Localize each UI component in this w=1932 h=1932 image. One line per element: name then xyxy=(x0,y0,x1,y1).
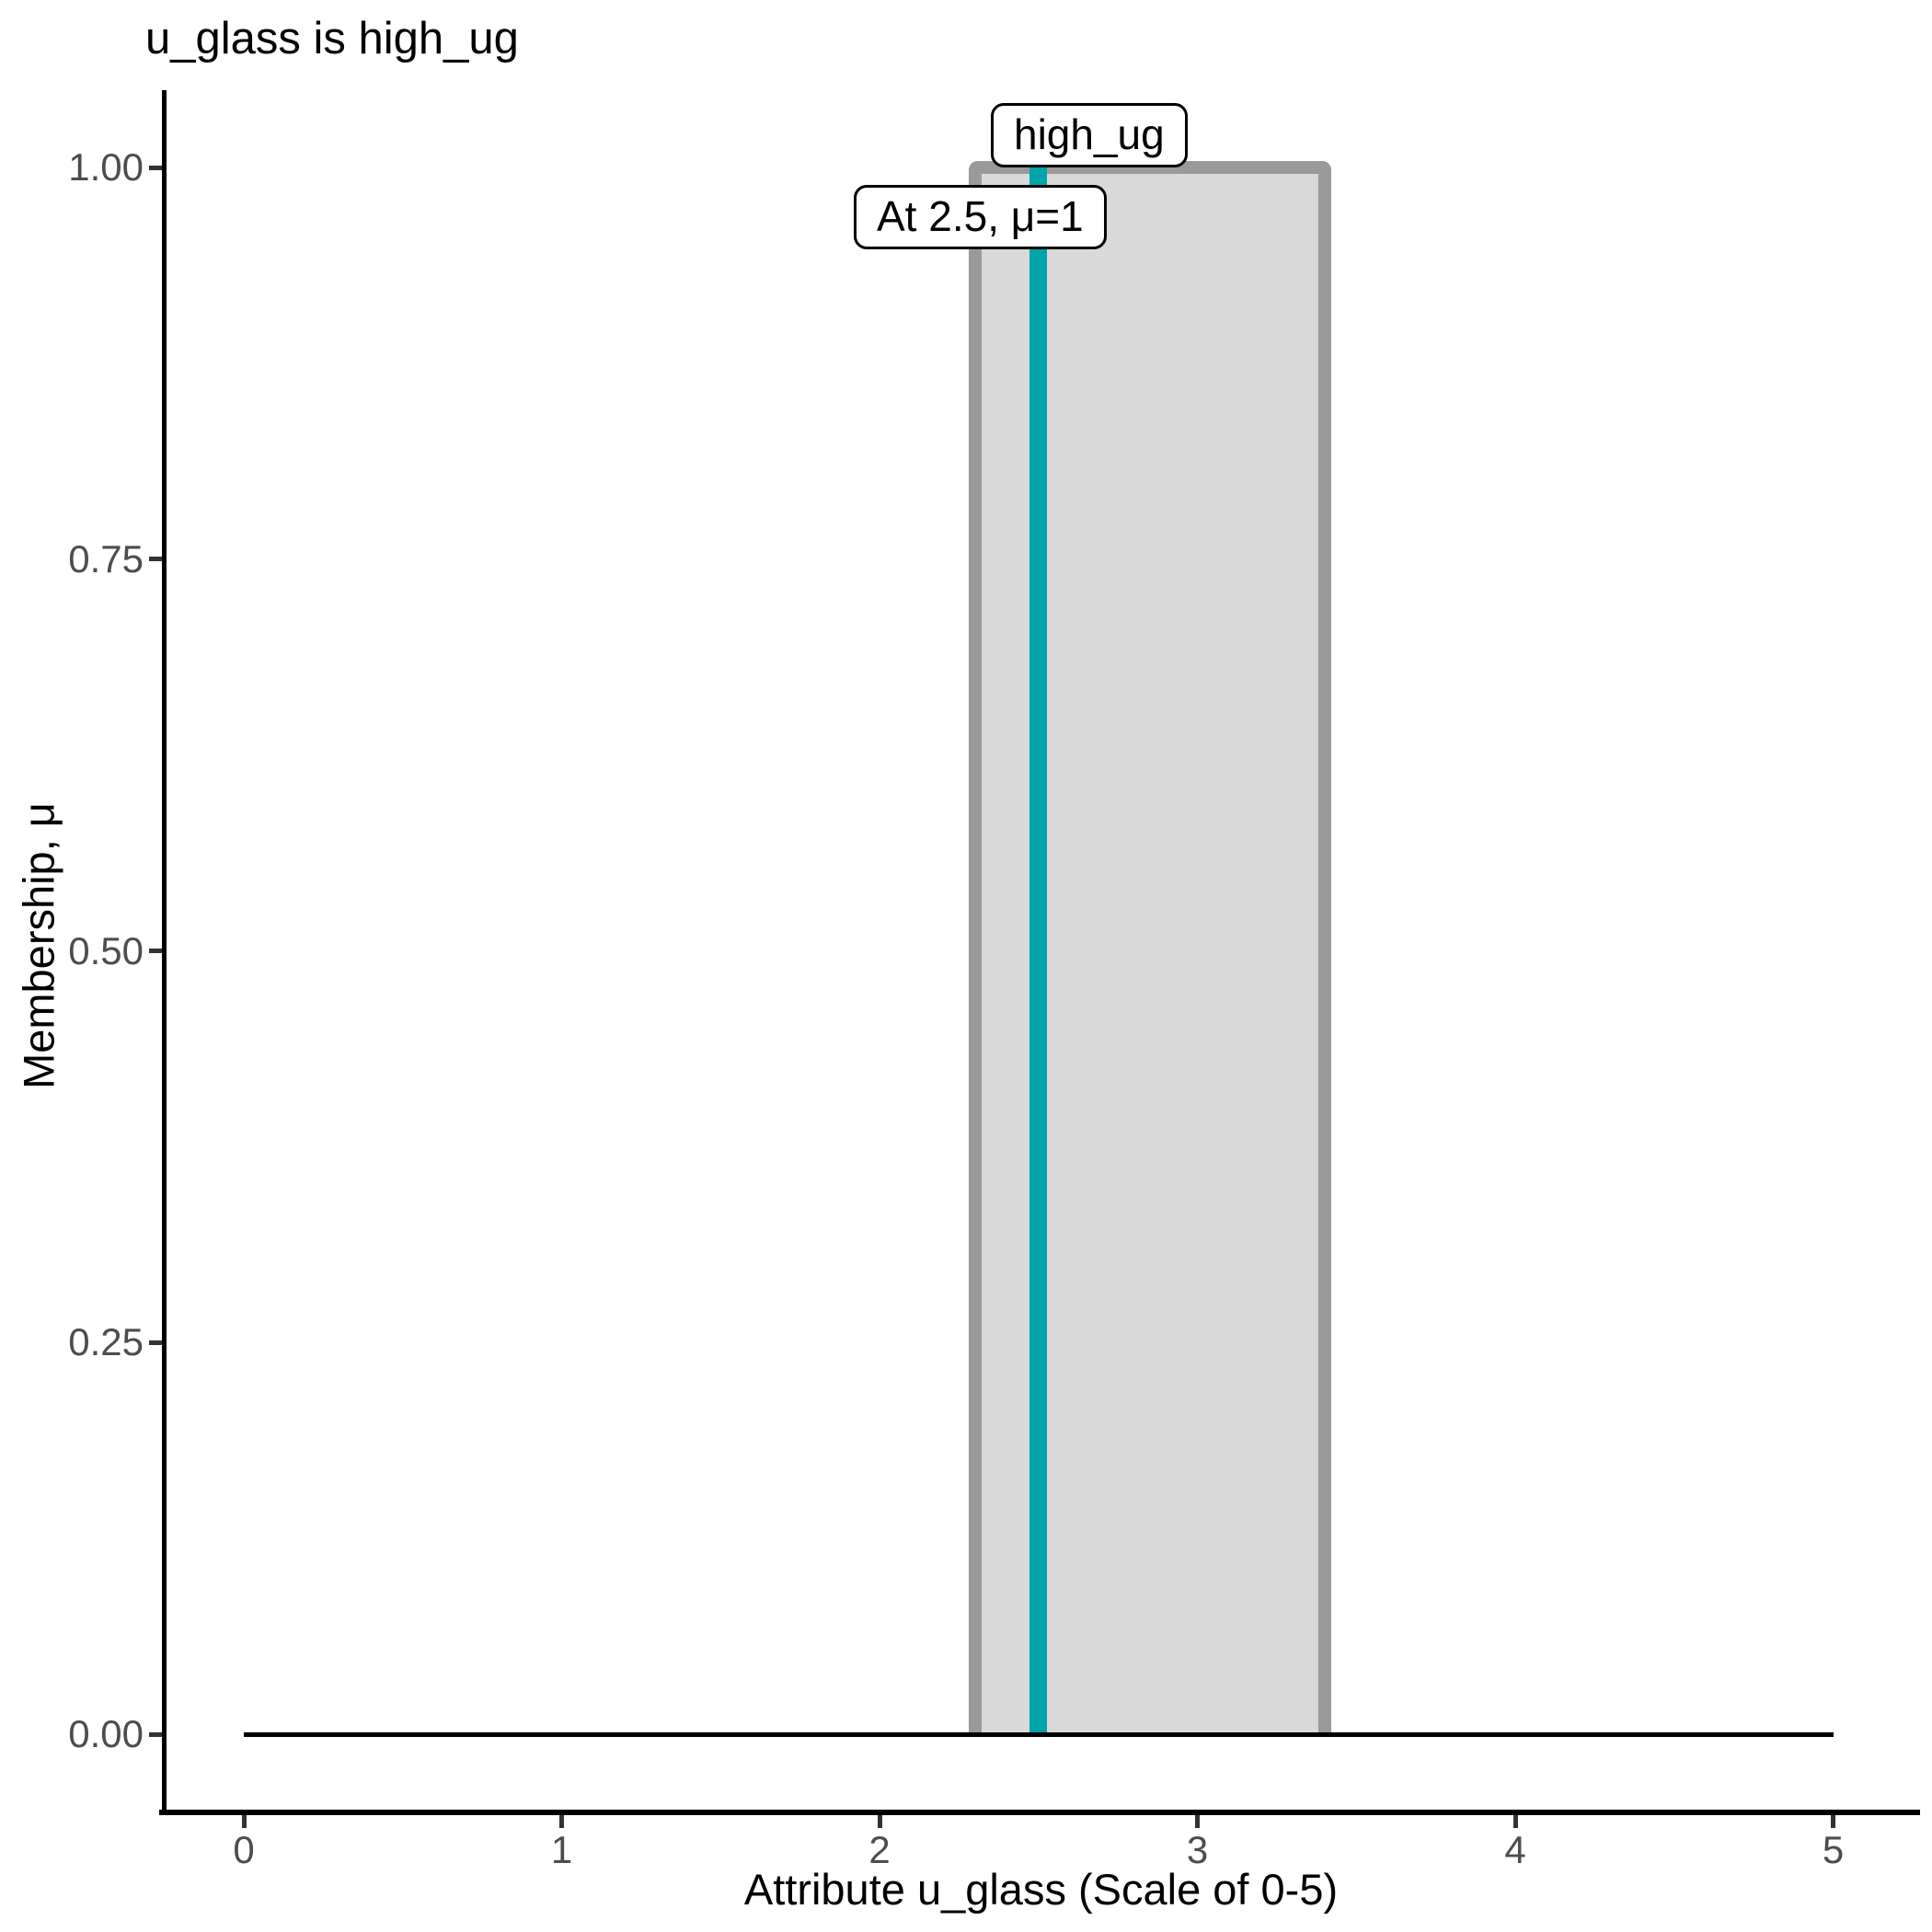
y-tick-label: 0.00 xyxy=(68,1712,144,1755)
x-tick-mark xyxy=(559,1815,564,1828)
y-tick-label: 1.00 xyxy=(68,145,144,189)
x-tick-label: 1 xyxy=(550,1828,573,1871)
membership-function-area xyxy=(968,161,1331,1737)
y-axis-line xyxy=(162,90,167,1815)
x-axis-line xyxy=(159,1810,1920,1815)
x-axis-title: Attribute u_glass (Scale of 0-5) xyxy=(743,1865,1339,1914)
x-tick-label: 0 xyxy=(233,1828,255,1871)
plot-title: u_glass is high_ug xyxy=(145,14,519,63)
y-tick-mark xyxy=(149,949,162,953)
x-tick-label: 4 xyxy=(1504,1828,1526,1871)
y-tick-label: 0.75 xyxy=(68,536,144,581)
y-axis-title: Membership, μ xyxy=(14,802,63,1089)
x-tick-mark xyxy=(1512,1815,1518,1828)
y-tick-mark xyxy=(149,1340,162,1345)
y-tick-label: 0.25 xyxy=(68,1320,144,1364)
x-tick-mark xyxy=(241,1815,247,1828)
x-tick-label: 2 xyxy=(868,1828,891,1871)
y-tick-mark xyxy=(149,557,162,562)
y-tick-mark xyxy=(149,165,162,170)
crisp-input-marker-line xyxy=(1029,161,1048,1737)
y-tick-mark xyxy=(149,1731,162,1737)
x-tick-mark xyxy=(1195,1815,1200,1828)
x-tick-label: 3 xyxy=(1186,1828,1209,1871)
x-tick-mark xyxy=(877,1815,882,1828)
y-tick-label: 0.50 xyxy=(68,928,144,972)
set-name-label: high_ug xyxy=(991,103,1188,167)
x-tick-label: 5 xyxy=(1822,1828,1845,1871)
x-tick-mark xyxy=(1831,1815,1835,1828)
membership-value-label: At 2.5, μ=1 xyxy=(854,185,1107,249)
zero-membership-baseline xyxy=(244,1731,1834,1737)
